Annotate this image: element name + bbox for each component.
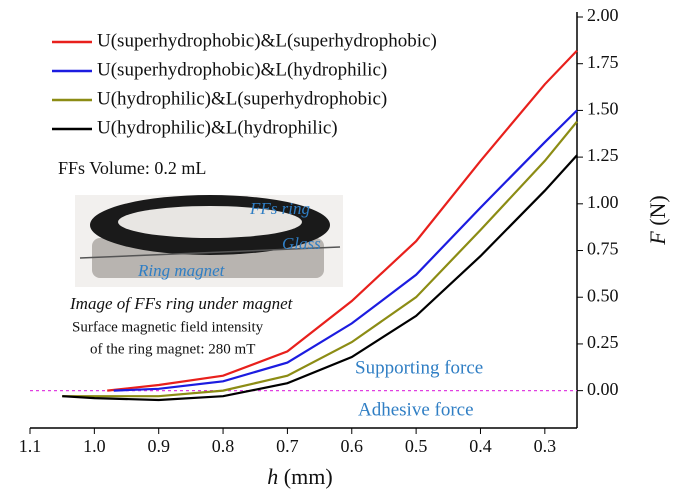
y-label-symbol: F: [645, 231, 670, 246]
force-label: Supporting force: [355, 357, 483, 378]
photo: [75, 195, 343, 287]
legend-label: U(hydrophilic)&L(superhydrophobic): [97, 88, 387, 109]
y-tick-label: 0.50: [587, 285, 619, 305]
y-tick-label: 0.25: [587, 332, 619, 352]
series-line: [107, 49, 578, 392]
x-axis-label: h (mm): [267, 464, 332, 489]
photo-label: Glass: [282, 234, 321, 253]
y-tick-label: 2.00: [587, 5, 619, 25]
x-tick-label: 0.3: [534, 436, 557, 456]
series-line: [62, 154, 578, 402]
y-label-unit: (N): [645, 195, 670, 226]
x-tick-label: 0.7: [276, 436, 299, 456]
series-line: [62, 120, 578, 398]
series-line: [113, 109, 578, 392]
y-tick-label: 0.75: [587, 239, 619, 259]
x-tick-label: 0.8: [212, 436, 235, 456]
y-tick-label: 1.75: [587, 52, 619, 72]
force-label: Adhesive force: [358, 399, 474, 420]
photo-label: Ring magnet: [137, 261, 226, 280]
y-tick-label: 1.00: [587, 192, 619, 212]
x-tick-label: 0.4: [469, 436, 492, 456]
photo-caption: Image of FFs ring under magnet: [69, 294, 294, 313]
x-tick-label: 1.0: [83, 436, 106, 456]
y-tick-label: 1.25: [587, 145, 619, 165]
x-tick-label: 0.6: [341, 436, 364, 456]
legend-label: U(superhydrophobic)&L(superhydrophobic): [97, 30, 437, 51]
x-label-symbol: h: [267, 464, 278, 489]
legend-label: U(superhydrophobic)&L(hydrophilic): [97, 59, 387, 80]
field-note: Surface magnetic field intensity: [72, 319, 264, 335]
y-tick-label: 0.00: [587, 379, 619, 399]
x-label-unit: (mm): [284, 464, 333, 489]
field-note: of the ring magnet: 280 mT: [90, 341, 255, 357]
photo-label: FFs ring: [249, 199, 310, 218]
x-tick-label: 1.1: [19, 436, 42, 456]
legend-label: U(hydrophilic)&L(hydrophilic): [97, 117, 338, 138]
x-tick-label: 0.5: [405, 436, 428, 456]
x-tick-label: 0.9: [147, 436, 170, 456]
y-axis-label: F (N): [645, 195, 670, 246]
y-tick-label: 1.50: [587, 99, 619, 119]
volume-note: FFs Volume: 0.2 mL: [58, 158, 206, 178]
